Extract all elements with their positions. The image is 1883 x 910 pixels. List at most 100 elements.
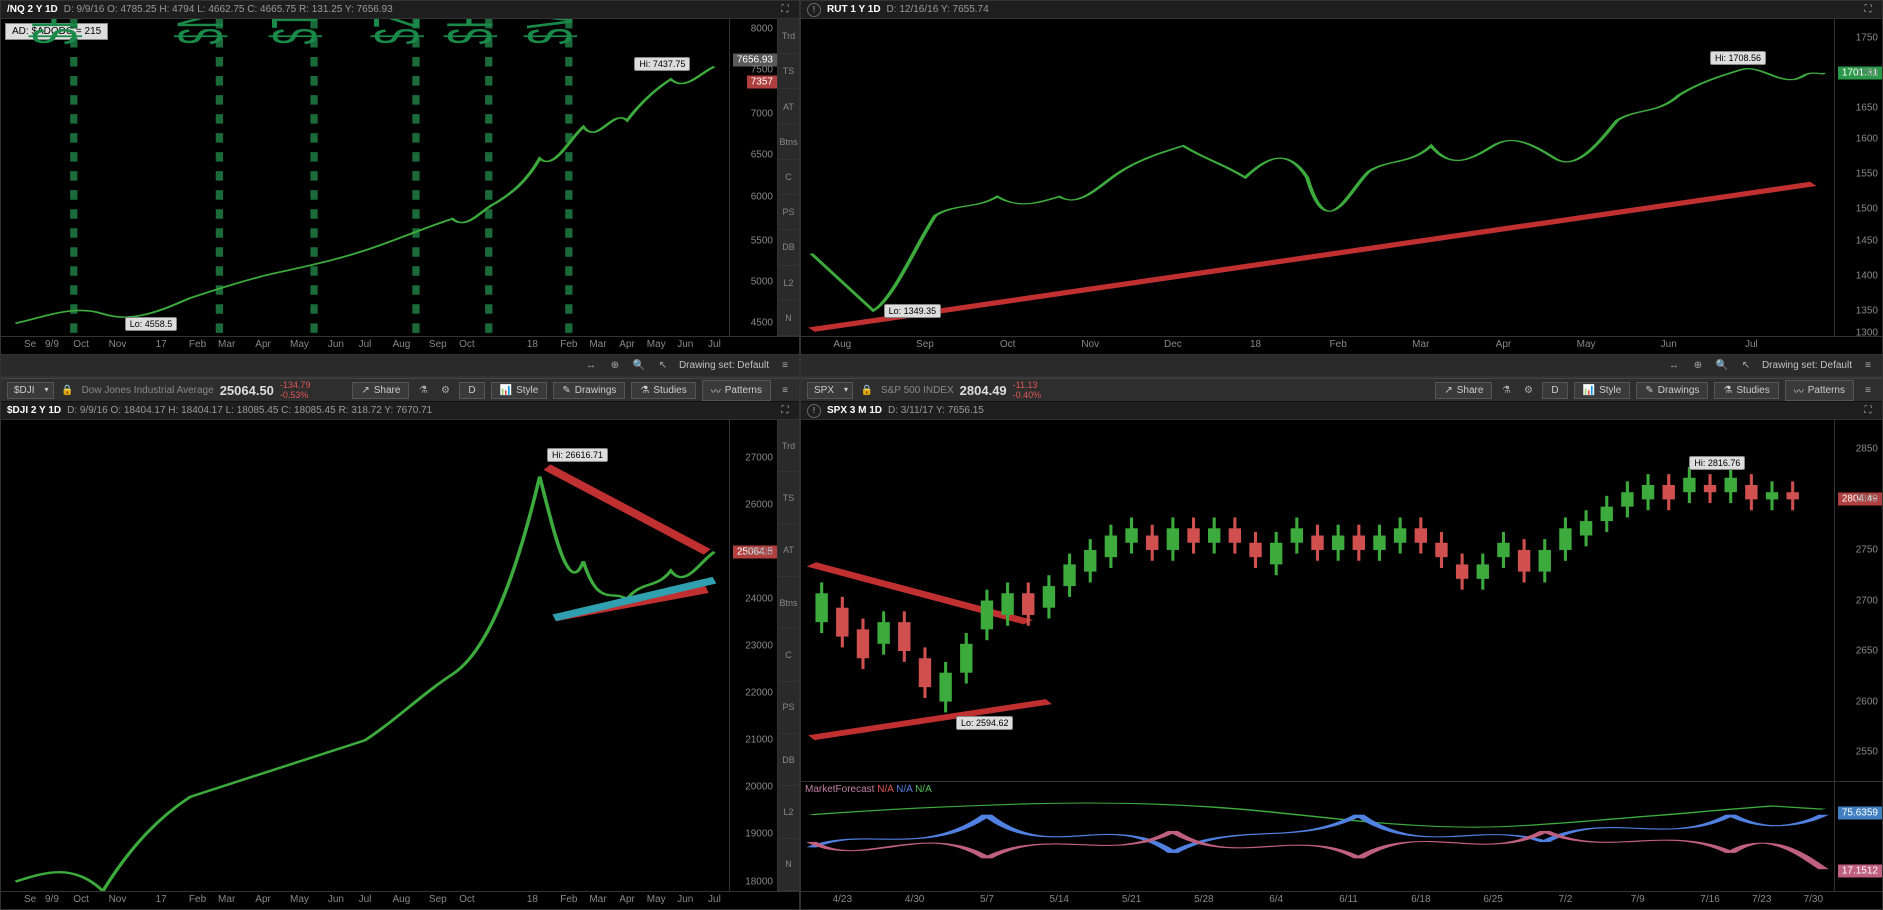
menu-icon[interactable]: ≡ (1860, 382, 1876, 398)
lock-icon[interactable]: 🔒 (60, 382, 76, 398)
rut-panel: ! RUT 1 Y 1D D: 12/16/16 Y: 7655.74 ⛶ Hi… (800, 0, 1883, 377)
spx-lo-label: Lo: 2594.62 (956, 716, 1014, 730)
rut-ohlc: D: 12/16/16 Y: 7655.74 (887, 4, 989, 15)
side-tab-trd[interactable]: Trd (778, 19, 799, 54)
market-forecast-plot[interactable]: MarketForecast N/A N/A N/A (801, 782, 1834, 891)
svg-text:$TONL: $TONL (258, 19, 332, 44)
drawings-button[interactable]: ✎ Drawings (553, 382, 625, 399)
info-icon[interactable]: ! (807, 3, 821, 17)
side-tab-at[interactable]: AT (778, 89, 799, 124)
rut-x-axis: AugSepOctNovDec18FebMarAprMayJunJul (801, 336, 1834, 354)
spx-plot[interactable]: Hi: 2816.76 Lo: 2594.62 (801, 420, 1834, 781)
nq-plot[interactable]: AD: $ADQDC = 215 $HONL$NONL$TONL$ZZONL$H… (1, 19, 729, 336)
side-tab-ts[interactable]: TS (778, 54, 799, 89)
svg-text:$WONL: $WONL (513, 19, 587, 44)
side-tab-btns[interactable]: Btns (778, 125, 799, 160)
crosshair-icon[interactable]: ⊕ (1690, 358, 1706, 374)
share-button[interactable]: ↗ Share (352, 382, 409, 399)
dji-x-axis: Se9/9OctNov17FebMarAprMayJunJulAugSepOct… (1, 891, 729, 909)
dji-info-bar: $DJI 2 Y 1D D: 9/9/16 O: 18404.17 H: 184… (1, 402, 799, 420)
dji-y-axis: 25064.5 27000260002500024000230002200021… (729, 420, 777, 891)
menu-icon[interactable]: ≡ (1860, 358, 1876, 374)
left-right-icon[interactable]: ↔ (583, 358, 599, 374)
spx-symbol: SPX 3 M 1D (827, 405, 882, 416)
timeframe-button[interactable]: D (1542, 382, 1567, 399)
svg-text:$ZZONL: $ZZONL (360, 19, 434, 44)
rut-lo-label: Lo: 1349.35 (884, 304, 942, 318)
cursor-icon[interactable]: ↖ (1738, 358, 1754, 374)
side-tab-ps[interactable]: PS (778, 195, 799, 230)
gear-icon[interactable]: ⚙ (437, 382, 453, 398)
drawing-set-label[interactable]: Drawing set: Default (679, 360, 769, 371)
studies-button[interactable]: ⚗ Studies (631, 382, 695, 399)
rut-info-bar: ! RUT 1 Y 1D D: 12/16/16 Y: 7655.74 ⛶ (801, 1, 1882, 19)
side-tab-l2[interactable]: L2 (778, 266, 799, 301)
spx-panel: SPX 🔒 S&P 500 INDEX 2804.49 -11.13-0.40%… (800, 377, 1883, 910)
dji-ohlc: D: 9/9/16 O: 18404.17 H: 18404.17 L: 180… (67, 405, 432, 416)
timeframe-button[interactable]: D (459, 382, 484, 399)
nq-lo-label: Lo: 4558.5 (125, 317, 178, 331)
nq-y-axis: 7656.93 7357 800075007000650060005500500… (729, 19, 777, 336)
dji-hi-label: Hi: 26616.71 (547, 448, 608, 462)
zoom-icon[interactable]: 🔍 (1714, 358, 1730, 374)
lock-icon[interactable]: 🔒 (859, 382, 875, 398)
side-tab-ts[interactable]: TS (778, 472, 799, 524)
svg-text:$NONL: $NONL (163, 19, 237, 44)
dji-change: -134.79-0.53% (280, 380, 311, 400)
drawings-button[interactable]: ✎ Drawings (1636, 382, 1708, 399)
side-tab-c[interactable]: C (778, 629, 799, 681)
expand-icon[interactable]: ⛶ (777, 2, 793, 18)
side-tab-db[interactable]: DB (778, 734, 799, 786)
side-tab-l2[interactable]: L2 (778, 786, 799, 838)
dji-toolbar: $DJI 🔒 Dow Jones Industrial Average 2506… (1, 378, 799, 402)
patterns-button[interactable]: 〰 Patterns (1785, 380, 1854, 401)
nq-ohlc: D: 9/9/16 O: 4785.25 H: 4794 L: 4662.75 … (64, 4, 393, 15)
rut-plot[interactable]: Hi: 1708.56 Lo: 1349.35 (801, 19, 1834, 336)
side-tab-c[interactable]: C (778, 160, 799, 195)
drawing-set-label[interactable]: Drawing set: Default (1762, 360, 1852, 371)
rut-y-axis: 1701.31 17501700165016001550150014501400… (1834, 19, 1882, 336)
svg-text:$HONL: $HONL (433, 19, 507, 44)
side-tab-at[interactable]: AT (778, 525, 799, 577)
style-button[interactable]: 📊 Style (491, 382, 548, 399)
style-button[interactable]: 📊 Style (1574, 382, 1631, 399)
dji-symbol-select[interactable]: $DJI (7, 382, 54, 399)
zoom-icon[interactable]: 🔍 (631, 358, 647, 374)
side-tabs: TrdTSATBtnsCPSDBL2N (777, 420, 799, 891)
side-tab-ps[interactable]: PS (778, 682, 799, 734)
spx-y-axis: 2804.49 2850280027502700265026002550 (1834, 420, 1882, 781)
info-icon[interactable]: ! (807, 404, 821, 418)
spx-x-axis: 4/234/305/75/145/215/286/46/116/186/257/… (801, 891, 1834, 909)
spx-change: -11.13-0.40% (1013, 380, 1042, 400)
cursor-icon[interactable]: ↖ (655, 358, 671, 374)
crosshair-icon[interactable]: ⊕ (607, 358, 623, 374)
spx-symbol-select[interactable]: SPX (807, 382, 853, 399)
patterns-button[interactable]: 〰 Patterns (702, 380, 771, 401)
share-button[interactable]: ↗ Share (1435, 382, 1492, 399)
side-tab-trd[interactable]: Trd (778, 420, 799, 472)
studies-button[interactable]: ⚗ Studies (1714, 382, 1778, 399)
dji-chart-svg (1, 420, 729, 891)
nq-x-axis: Se9/9OctNov17FebMarAprMayJunJulAugSepOct… (1, 336, 729, 354)
side-tab-btns[interactable]: Btns (778, 577, 799, 629)
spx-toolbar: SPX 🔒 S&P 500 INDEX 2804.49 -11.13-0.40%… (801, 378, 1882, 402)
flask-icon[interactable]: ⚗ (1498, 382, 1514, 398)
nq-secondary-price-badge: 7357 (747, 76, 777, 89)
dji-plot[interactable]: Hi: 26616.71 Lo: 17883.56 (1, 420, 729, 891)
nq-footer: ↔ ⊕ 🔍 ↖ Drawing set: Default ≡ (1, 354, 799, 376)
dji-panel: $DJI 🔒 Dow Jones Industrial Average 2506… (0, 377, 800, 910)
expand-icon[interactable]: ⛶ (1860, 403, 1876, 419)
side-tab-db[interactable]: DB (778, 230, 799, 265)
side-tab-n[interactable]: N (778, 301, 799, 336)
menu-icon[interactable]: ≡ (777, 358, 793, 374)
gear-icon[interactable]: ⚙ (1520, 382, 1536, 398)
menu-icon[interactable]: ≡ (777, 382, 793, 398)
flask-icon[interactable]: ⚗ (415, 382, 431, 398)
side-tab-n[interactable]: N (778, 839, 799, 891)
expand-icon[interactable]: ⛶ (777, 403, 793, 419)
subchart-y-axis: 75.6359 17.1512 (1834, 782, 1882, 891)
expand-icon[interactable]: ⛶ (1860, 2, 1876, 18)
left-right-icon[interactable]: ↔ (1666, 358, 1682, 374)
dji-desc: Dow Jones Industrial Average (82, 385, 214, 396)
spx-hi-label: Hi: 2816.76 (1689, 456, 1745, 470)
